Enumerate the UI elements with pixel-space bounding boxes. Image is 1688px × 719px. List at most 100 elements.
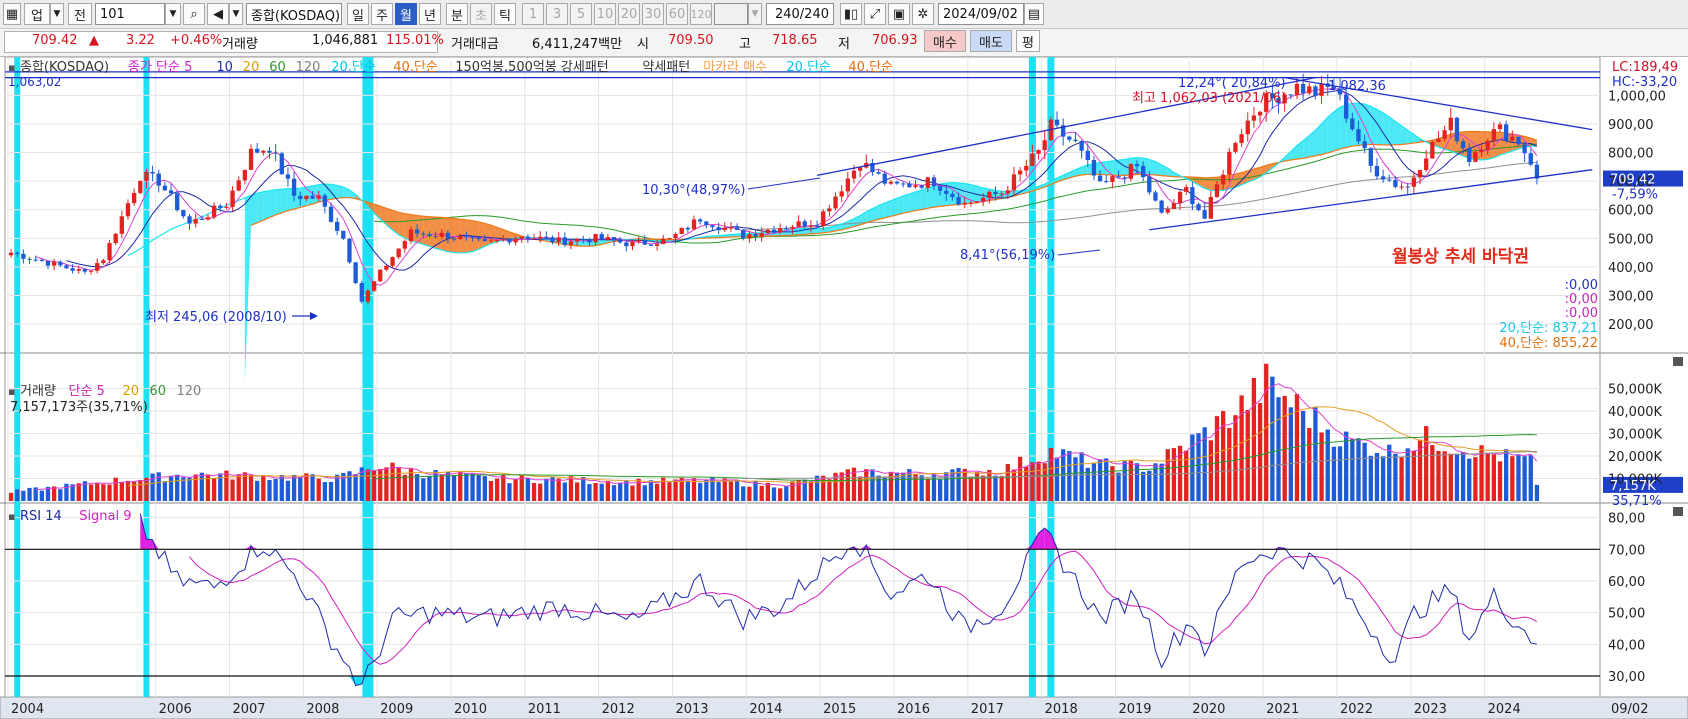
volume-bar [1091, 463, 1097, 501]
ma-ribbon-segment [1235, 172, 1242, 188]
ma-ribbon-segment [1315, 123, 1322, 156]
price-legend-item: 20,단순 [786, 60, 831, 75]
custom-count-dropdown-icon[interactable]: ▼ [748, 3, 762, 25]
ma-ribbon-segment [263, 190, 270, 221]
volume-bar [1288, 407, 1293, 501]
volume-bar [1196, 433, 1201, 501]
candle-body [574, 239, 580, 242]
period-month[interactable]: 월 [395, 3, 417, 25]
rsi-overbought-fill [1044, 528, 1051, 550]
price-legend-item: 150억봉,500억봉 강세패턴 [455, 60, 609, 75]
name-field: 종합(KOSDAQ) [246, 3, 342, 25]
ma20-line [127, 102, 1537, 256]
volume-bar [667, 482, 672, 501]
volume-bar [181, 477, 186, 501]
candle-body [833, 196, 838, 209]
price-legend-item: 마카라 매수 [703, 60, 767, 75]
volume-bar [1356, 438, 1361, 501]
volume-bar [64, 483, 69, 501]
count-1[interactable]: 1 [522, 3, 544, 25]
period-second[interactable]: 초 [470, 3, 492, 25]
candle-body [913, 185, 918, 188]
volume-bar [1417, 439, 1423, 501]
speaker-icon[interactable]: ◀ [207, 3, 229, 25]
buy-button[interactable]: 매수 [924, 30, 966, 52]
candle-body [1491, 129, 1497, 141]
low-arrow-icon [310, 312, 318, 320]
count-30[interactable]: 30 [642, 3, 664, 25]
stock-chart[interactable]: 1,000,00 900,00 800,00 700,00 600,00 500,00 40… [0, 57, 1688, 719]
volume-bar [304, 473, 309, 501]
count-120[interactable]: 120 [690, 3, 712, 25]
ma-ribbon-segment [447, 217, 455, 253]
candle-body [304, 195, 309, 200]
volume-bar [753, 480, 758, 501]
market-button[interactable]: 업 [24, 3, 50, 25]
candle-body [894, 181, 900, 184]
period-day[interactable]: 일 [347, 3, 369, 25]
period-week[interactable]: 주 [371, 3, 393, 25]
trend-note-label: 월봉상 추세 바닥권 [1392, 247, 1529, 267]
bar-count-field[interactable]: 240/240 [766, 3, 834, 25]
candle-body [1479, 149, 1484, 153]
volume-bar [1528, 455, 1533, 501]
period-year[interactable]: 년 [419, 3, 441, 25]
count-5[interactable]: 5 [570, 3, 592, 25]
candle-body [95, 263, 100, 271]
ma-ribbon-segment [269, 189, 276, 218]
volume-bar [144, 477, 149, 501]
volume-bar [236, 474, 241, 501]
candle-body [1454, 117, 1460, 142]
sell-button[interactable]: 매도 [970, 30, 1012, 52]
code-dropdown-icon[interactable]: ▼ [165, 3, 181, 25]
volume-bar [1165, 449, 1170, 501]
layout-icon[interactable]: ▦ [3, 3, 21, 25]
drawing-tool-icon[interactable]: ⤢ [864, 3, 886, 25]
date-input[interactable]: 2024/09/02 [938, 3, 1024, 25]
speaker-dropdown-icon[interactable]: ▼ [229, 3, 243, 25]
last-change-label: -7,59% [1612, 188, 1658, 203]
candle-body [488, 240, 494, 242]
candle-body [741, 229, 746, 239]
count-60[interactable]: 60 [666, 3, 688, 25]
count-20[interactable]: 20 [618, 3, 640, 25]
candle-body [1380, 176, 1386, 180]
settings-gear-icon[interactable]: ✲ [912, 3, 934, 25]
volume-bar [384, 467, 389, 501]
eval-button[interactable]: 평 [1016, 30, 1040, 52]
count-10[interactable]: 10 [594, 3, 616, 25]
up-arrow-icon: ▲ [89, 33, 99, 48]
volume-ma20-line [127, 406, 1538, 486]
volume-bar [414, 474, 420, 501]
volume-bar [1331, 446, 1337, 501]
calendar-icon[interactable]: ▤ [1024, 3, 1044, 25]
candle-body [1485, 140, 1490, 150]
volume-legend-item: 20 [123, 384, 140, 399]
volume-bar [1393, 453, 1398, 501]
count-3[interactable]: 3 [546, 3, 568, 25]
time-axis-label: 2021 [1266, 702, 1299, 717]
search-icon[interactable]: ⌕ [183, 3, 205, 25]
code-input[interactable]: 101 [95, 3, 165, 25]
volume-bar [1307, 428, 1312, 501]
legend-bullet-icon: ▪ [8, 385, 15, 398]
period-minute[interactable]: 분 [446, 3, 468, 25]
last-volume-label: 7,157K [1610, 479, 1656, 494]
prev-button[interactable]: 전 [68, 3, 92, 25]
custom-count-input[interactable] [714, 3, 748, 25]
save-icon[interactable]: ▣ [888, 3, 910, 25]
period-tick[interactable]: 틱 [494, 3, 516, 25]
volume-bar [919, 475, 924, 501]
candle-body [199, 219, 204, 221]
ma10-line [66, 89, 1538, 271]
market-dropdown-icon[interactable]: ▼ [50, 3, 64, 25]
volume-bar [1011, 469, 1017, 501]
volume-bar [814, 475, 820, 501]
volume-bar [150, 473, 155, 501]
signal-band [362, 57, 374, 697]
candle-body [1190, 187, 1195, 205]
candle-body [181, 210, 186, 217]
signal-band [14, 57, 21, 697]
chart-type-icon[interactable]: ▮▯ [840, 3, 862, 25]
volume-bar [1442, 451, 1447, 501]
